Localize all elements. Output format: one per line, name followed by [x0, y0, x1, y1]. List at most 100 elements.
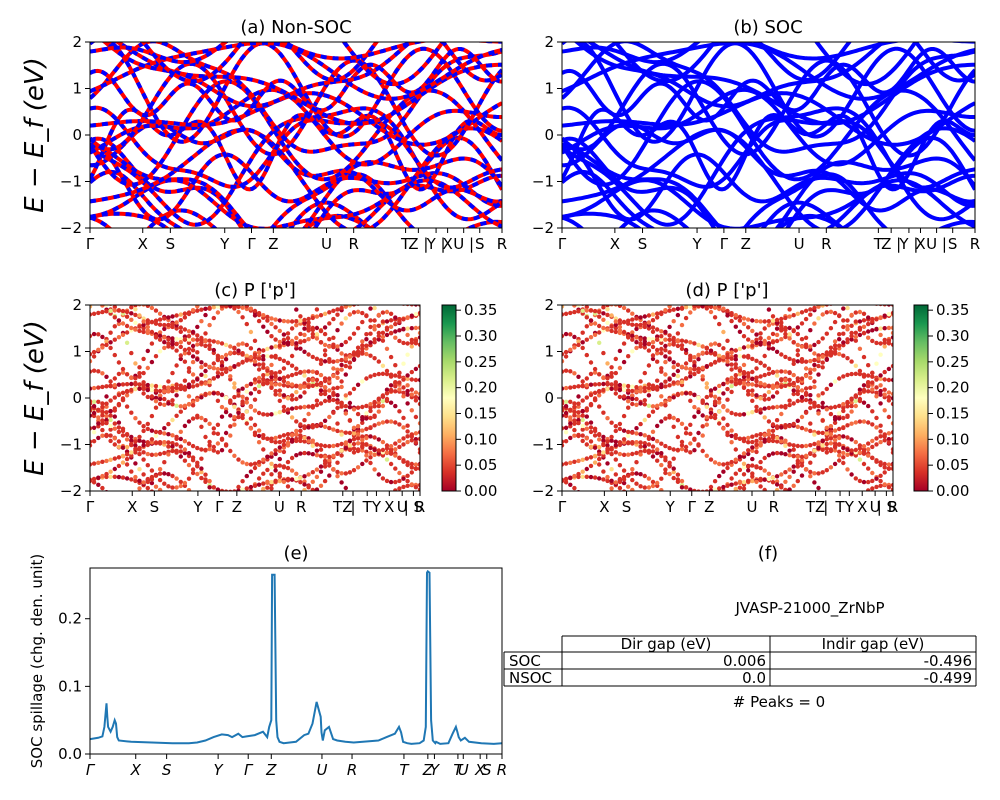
band-point: [725, 308, 730, 314]
band-point: [179, 274, 183, 278]
band-point: [351, 437, 357, 442]
band-point: [663, 384, 668, 389]
band-line: [562, 169, 889, 228]
band-point: [157, 467, 163, 472]
band-point: [866, 329, 871, 334]
band-point: [348, 300, 352, 304]
band-point: [236, 305, 241, 309]
band-point: [878, 376, 883, 381]
x-tick-label: X: [138, 235, 148, 253]
band-point: [576, 410, 581, 415]
band-point: [663, 416, 668, 421]
band-point: [166, 494, 170, 498]
band-point: [696, 515, 700, 519]
band-point: [609, 365, 614, 370]
band-point: [314, 423, 320, 429]
band-point: [605, 307, 610, 312]
band-point: [638, 275, 642, 279]
band-point: [820, 365, 825, 370]
band-point: [104, 471, 109, 477]
band-point: [318, 328, 324, 334]
band-point: [376, 312, 381, 318]
band-point: [762, 439, 767, 444]
band-point: [219, 355, 225, 360]
band-point: [642, 444, 647, 449]
band-point: [824, 352, 829, 357]
band-point: [265, 346, 270, 352]
band-point: [273, 392, 278, 397]
band-point: [401, 377, 406, 382]
band-point: [186, 346, 192, 352]
band-point: [116, 308, 122, 313]
band-point: [207, 306, 212, 311]
band-point: [376, 397, 381, 402]
band-point: [580, 457, 585, 462]
band-point: [207, 509, 211, 513]
band-point: [733, 486, 738, 491]
band-point: [162, 326, 167, 332]
band-point: [294, 471, 299, 476]
band-point: [240, 359, 245, 365]
band-point: [100, 296, 104, 300]
band-point: [729, 375, 734, 381]
band-point: [302, 373, 307, 378]
band-line: [562, 42, 975, 154]
band-point: [261, 471, 266, 476]
band-point: [145, 387, 150, 393]
band-point: [372, 285, 376, 289]
band-point: [642, 370, 647, 376]
band-point: [787, 423, 792, 429]
band-point: [605, 443, 610, 448]
band-point: [638, 472, 643, 477]
band-point: [137, 313, 142, 318]
band-point: [605, 478, 610, 484]
band-point: [841, 434, 846, 439]
x-tick-label: X: [384, 498, 394, 516]
band-point: [853, 363, 858, 368]
band-point: [384, 396, 390, 402]
band-point: [803, 467, 809, 472]
band-point: [273, 317, 278, 322]
band-point: [112, 324, 118, 329]
band-point: [808, 428, 813, 434]
band-point: [712, 413, 718, 418]
band-point: [618, 526, 622, 530]
row-nsoc-indir: -0.499: [924, 669, 972, 687]
band-point: [617, 463, 623, 468]
band-point: [563, 349, 569, 355]
band-point: [592, 428, 598, 434]
panel-e-ylabel: SOC spillage (chg. den. unit): [28, 554, 46, 769]
band-point: [593, 288, 597, 292]
band-point: [364, 288, 368, 292]
x-tick-label: Y: [371, 498, 382, 516]
band-point: [186, 476, 192, 481]
band-point: [655, 509, 659, 513]
band-point: [878, 315, 883, 320]
band-point: [199, 360, 204, 365]
band-point: [252, 313, 258, 318]
band-point: [108, 457, 113, 462]
band-point: [738, 494, 742, 498]
band-point: [858, 279, 862, 283]
y-tick-label: −1: [532, 436, 554, 454]
band-point: [195, 471, 200, 477]
band-point: [141, 386, 146, 392]
band-point: [285, 407, 291, 412]
band-point: [240, 394, 245, 399]
band-point: [634, 389, 639, 394]
band-point: [112, 456, 118, 461]
band-point: [791, 328, 796, 334]
band-point: [145, 421, 150, 427]
band-point: [758, 360, 763, 366]
band-point: [318, 358, 324, 363]
band-point: [273, 464, 278, 469]
band-point: [360, 343, 365, 348]
band-point: [215, 441, 221, 446]
band-point: [568, 415, 573, 420]
band-point: [799, 395, 805, 400]
x-tick-label: S: [638, 235, 648, 253]
band-point: [803, 316, 809, 322]
band-point: [116, 335, 122, 340]
band-point: [593, 283, 597, 287]
